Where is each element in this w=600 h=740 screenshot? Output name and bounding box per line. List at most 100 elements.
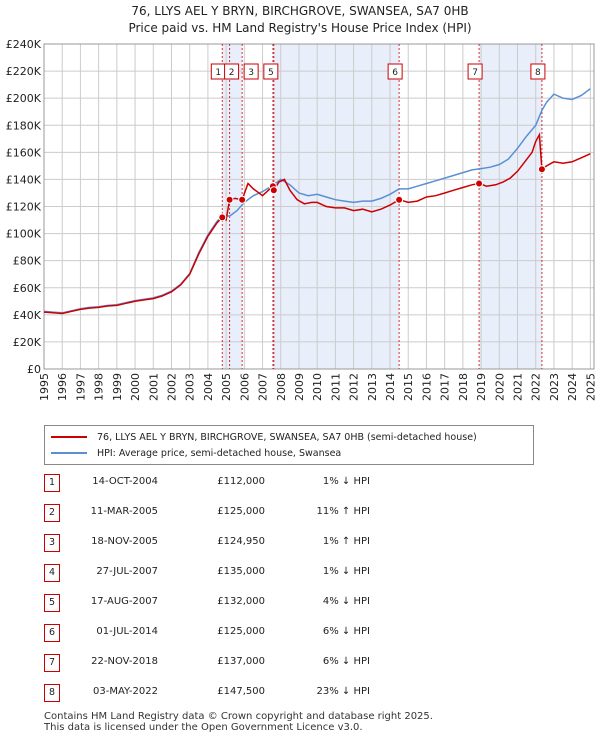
sale-number-marker-label: 6 [392,68,398,78]
x-tick-label: 2023 [548,373,561,401]
legend-label-property: 76, LLYS AEL Y BRYN, BIRCHGROVE, SWANSEA… [97,431,477,443]
sale-point [395,195,404,204]
series-line-property [43,132,591,315]
x-tick-label: 2001 [147,373,160,401]
sale-date: 22-NOV-2018 [91,656,158,667]
sale-point [225,195,234,204]
sale-hpi-diff: 1% ↑ HPI [322,536,370,547]
x-tick-label: 2017 [439,373,452,401]
sale-point [238,195,247,204]
sale-point [475,179,484,188]
x-tick-label: 2006 [238,373,251,401]
sale-number-marker-label: 5 [268,68,274,78]
x-tick-label: 1999 [111,373,124,401]
sale-number-badge: 6 [44,624,60,642]
sale-price: £132,000 [217,596,265,607]
sale-number-badge: 1 [44,474,60,492]
sale-number-marker-label: 8 [535,68,541,78]
sale-number-badge: 2 [44,504,60,522]
sale-row: 5 17-AUG-2007 £132,000 4% ↓ HPI [0,588,600,618]
x-tick-label: 2025 [584,373,597,401]
sale-row: 8 03-MAY-2022 £147,500 23% ↓ HPI [0,678,600,708]
sale-hpi-diff: 4% ↓ HPI [322,596,370,607]
x-tick-label: 1997 [74,373,87,401]
x-tick-label: 2011 [329,373,342,401]
x-tick-label: 2013 [366,373,379,401]
sale-number-badge: 3 [44,534,60,552]
footer: Contains HM Land Registry data © Crown c… [44,711,433,733]
sale-date: 01-JUL-2014 [96,626,158,637]
x-tick-label: 2008 [275,373,288,401]
sale-number-marker [243,63,259,80]
y-tick-label: £0 [27,363,41,376]
sale-hpi-diff: 1% ↓ HPI [322,476,370,487]
sale-point [537,165,546,174]
x-tick-label: 2003 [184,373,197,401]
sale-date: 18-NOV-2005 [91,536,158,547]
sale-row: 1 14-OCT-2004 £112,000 1% ↓ HPI [0,468,600,498]
y-tick-label: £180K [6,119,42,132]
sale-number-marker [530,63,546,80]
x-tick-label: 1996 [56,373,69,401]
y-tick-label: £80K [13,255,42,268]
x-tick-label: 2015 [402,373,415,401]
y-tick-label: £240K [6,38,42,51]
sale-row: 3 18-NOV-2005 £124,950 1% ↑ HPI [0,528,600,558]
y-tick-label: £160K [6,146,42,159]
sale-hpi-diff: 6% ↓ HPI [322,656,370,667]
sale-hpi-diff: 11% ↑ HPI [316,506,370,517]
y-tick-label: £20K [13,336,42,349]
sale-number-badge: 8 [44,684,60,702]
sale-number-marker [263,63,279,80]
x-tick-label: 2020 [493,373,506,401]
sale-number-badge: 5 [44,594,60,612]
sale-number-marker-label: 7 [472,68,478,78]
y-tick-label: £100K [6,228,42,241]
sale-date: 17-AUG-2007 [90,596,158,607]
sale-date: 03-MAY-2022 [92,686,158,697]
x-tick-label: 2009 [293,373,306,401]
sale-date: 11-MAR-2005 [90,506,158,517]
legend-swatch-blue [51,452,87,454]
chart-title: 76, LLYS AEL Y BRYN, BIRCHGROVE, SWANSEA… [131,4,469,18]
x-tick-label: 2004 [202,373,215,401]
x-tick-label: 2018 [457,373,470,401]
footer-copyright: Contains HM Land Registry data © Crown c… [44,711,433,722]
y-tick-label: £200K [6,92,42,105]
sale-point [218,213,227,222]
y-tick-label: £120K [6,201,42,214]
x-tick-label: 2002 [165,373,178,401]
y-tick-label: £60K [13,282,42,295]
sale-number-marker-label: 1 [215,68,221,78]
sale-number-badge: 7 [44,654,60,672]
plot-frame [43,43,595,370]
sale-price: £125,000 [217,506,265,517]
price-chart: £0 £20K £40K £60K £80K £100K £120K £140K £160K £1… [6,38,598,401]
x-tick-label: 2012 [348,373,361,401]
sale-price: £125,000 [217,626,265,637]
x-tick-label: 1995 [38,373,51,401]
sale-hpi-diff: 1% ↓ HPI [322,566,370,577]
sale-price: £112,000 [217,476,265,487]
sale-number-marker-label: 3 [248,68,254,78]
x-tick-label: 2022 [530,373,543,401]
sale-point [269,186,278,195]
sale-date: 14-OCT-2004 [92,476,158,487]
sale-number-marker [224,63,240,80]
x-tick-label: 2010 [311,373,324,401]
x-tick-label: 2007 [257,373,270,401]
sale-row: 4 27-JUL-2007 £135,000 1% ↓ HPI [0,558,600,588]
sale-row: 2 11-MAR-2005 £125,000 11% ↑ HPI [0,498,600,528]
x-tick-label: 2016 [420,373,433,401]
sale-number-marker [467,63,483,80]
x-tick-label: 2021 [512,373,525,401]
x-tick-label: 2005 [220,373,233,401]
sale-number-marker-label: 2 [229,68,235,78]
y-tick-label: £220K [6,65,42,78]
sale-hpi-diff: 6% ↓ HPI [322,626,370,637]
sale-number-badge: 4 [44,564,60,582]
sale-date: 27-JUL-2007 [96,566,158,577]
sale-row: 7 22-NOV-2018 £137,000 6% ↓ HPI [0,648,600,678]
x-tick-label: 2000 [129,373,142,401]
